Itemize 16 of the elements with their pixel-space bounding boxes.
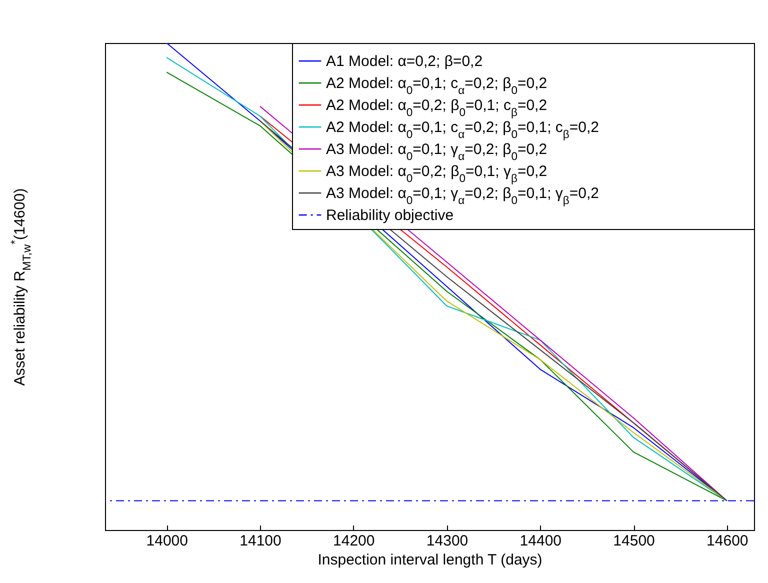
x-tick-label: 14300 bbox=[426, 532, 468, 550]
text: A2 Model: α$_{0}$=0,1; c$_{α}$=0,2; β$_{0}$=0,1; c$_{β}$=0,2 bbox=[326, 119, 600, 141]
legend-label: A1 Model: α=0,2; β=0,2 bbox=[326, 53, 483, 70]
legend-label: A2 Model: α$_{0}$=0,2; β$_{0}$=0,1; c$_{β}$=0,2 bbox=[326, 97, 548, 119]
text: A3 Model: α$_{0}$=0,1; γ$_{α}$=0,2; β$_{0}$=0,1; γ$_{β}$=0,2 bbox=[326, 185, 600, 207]
x-tick-label: 14600 bbox=[706, 532, 748, 550]
legend-label: A3 Model: α$_{0}$=0,1; γ$_{α}$=0,2; β$_{0}$=0,2 bbox=[326, 141, 548, 163]
legend-label: A2 Model: α$_{0}$=0,1; c$_{α}$=0,2; β$_{0}$=0,2 bbox=[326, 75, 548, 97]
x-tick-label: 14100 bbox=[240, 532, 282, 550]
legend-label: Reliability objective bbox=[326, 207, 454, 224]
x-tick-label: 14500 bbox=[613, 532, 655, 550]
x-tick-label: 14200 bbox=[333, 532, 375, 550]
x-tick-label: 14400 bbox=[520, 532, 562, 550]
x-tick-label: 14000 bbox=[146, 532, 188, 550]
legend-label: A3 Model: α$_{0}$=0,2; β$_{0}$=0,1; γ$_{β}$=0,2 bbox=[326, 163, 548, 185]
x-axis-title: Inspection interval length T (days) bbox=[318, 552, 542, 568]
